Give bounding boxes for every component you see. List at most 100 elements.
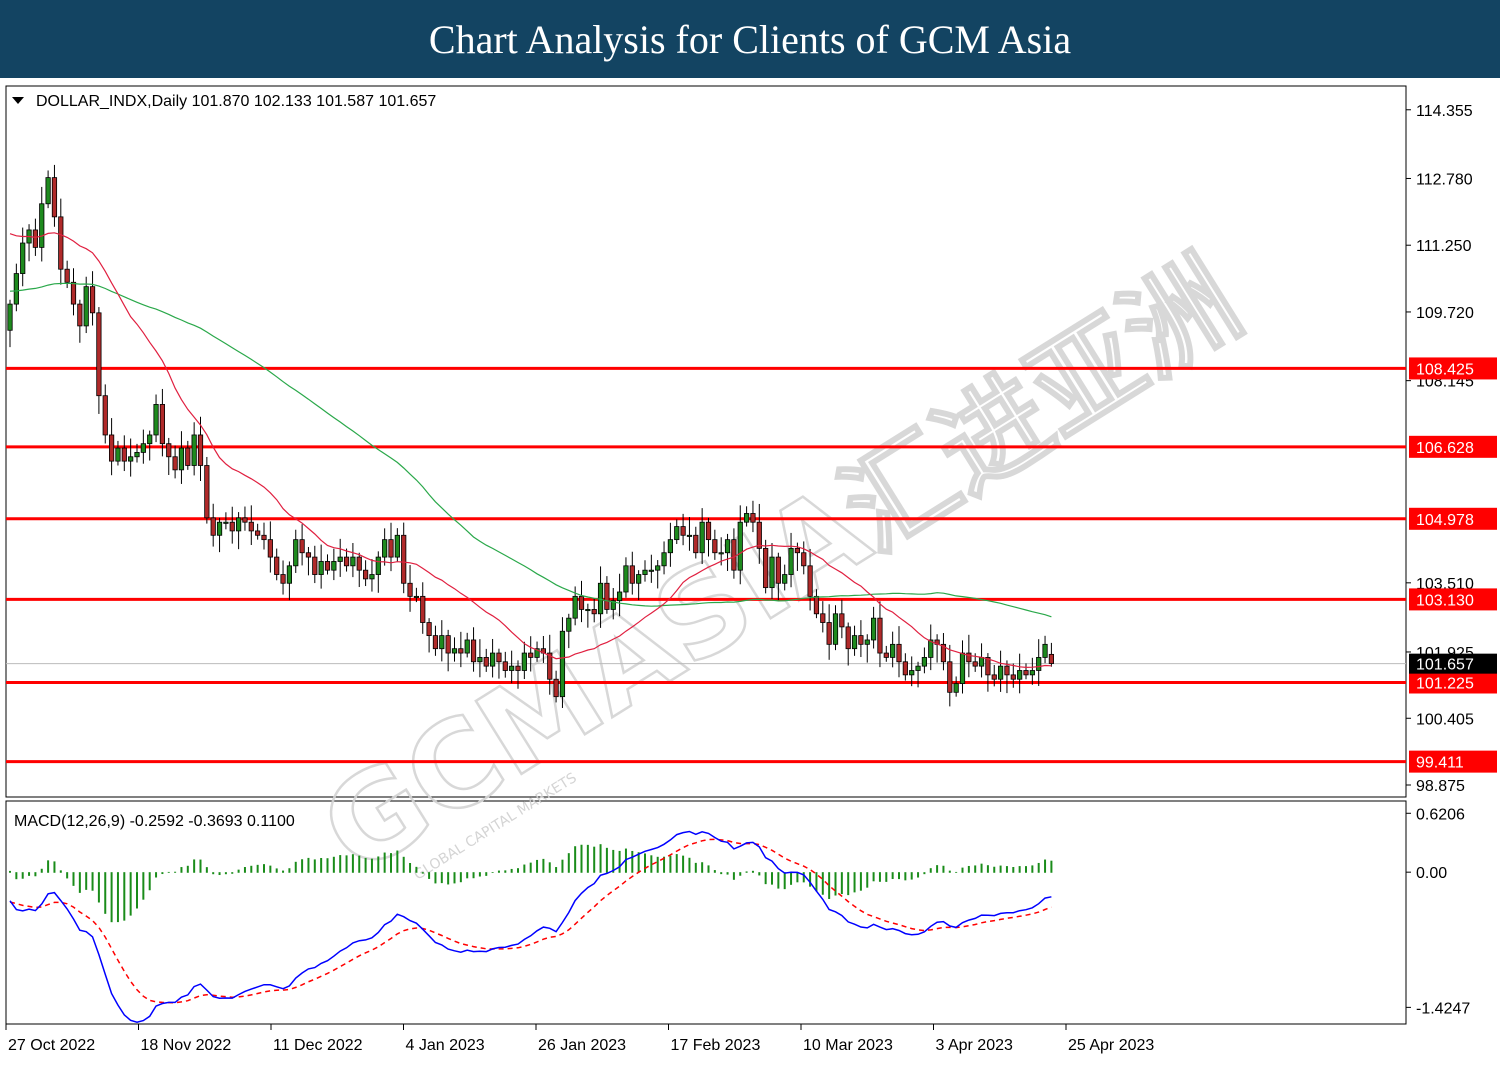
candle-body (883, 652, 889, 658)
candle-body (280, 574, 286, 584)
main-panel-frame (5, 85, 1407, 798)
candle-body (686, 534, 693, 537)
candle-body (534, 648, 540, 658)
candle-body (953, 683, 959, 693)
candle-body (420, 595, 426, 623)
candle-body (51, 177, 58, 218)
candle-body (267, 539, 273, 558)
candle-body (566, 617, 572, 632)
candle-body (210, 517, 216, 536)
candle-body (185, 447, 191, 466)
candle-body (128, 456, 134, 462)
candle-body (299, 539, 305, 554)
candle-body (1010, 674, 1016, 680)
candle-body (763, 547, 769, 589)
candle-body (20, 242, 26, 274)
candle-body (483, 657, 489, 667)
candle-body (388, 539, 394, 558)
macd-main-line (9, 830, 1052, 1023)
candle-body (509, 665, 515, 671)
candle-body (1029, 670, 1035, 676)
axis-layer: 114.355112.780111.250109.720108.145103.5… (5, 103, 1497, 1054)
candle-body (159, 404, 165, 445)
watermark-cjk: 汇进亚洲 (820, 234, 1261, 576)
x-tick-label: 4 Jan 2023 (406, 1037, 485, 1054)
candle-body (350, 556, 356, 567)
banner-title: Chart Analysis for Clients of GCM Asia (428, 16, 1072, 62)
candle-body (998, 665, 1004, 680)
candle-body (680, 526, 686, 536)
macd-layer (9, 830, 1053, 1023)
candle-body (1017, 670, 1023, 680)
candle-body (966, 652, 972, 663)
candle-body (439, 635, 445, 650)
candle-body (470, 639, 477, 663)
candle-body (362, 569, 369, 580)
y-tick-label: 109.720 (1416, 305, 1474, 322)
candle-body (845, 626, 851, 650)
candle-body (458, 648, 464, 654)
x-tick-label: 25 Apr 2023 (1068, 1037, 1154, 1054)
candle-body (648, 569, 654, 572)
candle-body (147, 434, 153, 445)
candle-body (528, 652, 534, 658)
current-price-label: 101.657 (1416, 657, 1474, 674)
level-tag-label: 101.225 (1416, 675, 1474, 692)
candle-body (623, 565, 629, 593)
candle-body (959, 652, 966, 684)
candle-body (655, 565, 661, 571)
candle-body (191, 434, 197, 466)
candle-body (1048, 653, 1054, 664)
macd-panel-frame (5, 800, 1407, 1025)
candle-body (451, 648, 458, 654)
candle-body (972, 661, 978, 667)
candle-body (394, 534, 400, 558)
candle-body (242, 517, 248, 523)
candle-body (1023, 670, 1029, 676)
candle-body (775, 556, 781, 584)
candle-body (197, 434, 204, 466)
candle-body (7, 303, 13, 331)
candle-body (940, 643, 947, 663)
main-layer (6, 164, 1406, 764)
candle-body (318, 561, 324, 575)
candle-body (312, 556, 318, 575)
candle-body (642, 569, 648, 575)
level-tag (1409, 750, 1497, 773)
candle-body (820, 613, 826, 623)
candle-body (331, 561, 337, 571)
candle-body (356, 556, 362, 571)
candle-body (515, 665, 521, 671)
candle-body (832, 613, 839, 645)
level-tag-label: 99.411 (1416, 755, 1464, 772)
candle-body (413, 595, 420, 598)
candle-body (64, 268, 70, 283)
candle-body (921, 657, 928, 667)
candle-body (102, 395, 108, 436)
x-tick-label: 17 Feb 2023 (671, 1037, 761, 1054)
candle-body (153, 404, 159, 436)
candle-body (521, 652, 527, 671)
symbol-info: DOLLAR_INDX,Daily 101.870 102.133 101.58… (36, 93, 436, 110)
candle-body (324, 561, 331, 571)
candle-body (610, 600, 616, 610)
candle-body (58, 216, 64, 270)
candle-body (947, 661, 953, 693)
candle-body (223, 521, 229, 524)
candle-body (1004, 665, 1010, 676)
candle-body (248, 521, 254, 532)
candle-body (985, 657, 991, 676)
candle-body (864, 639, 870, 645)
candle-body (235, 517, 242, 532)
candle-body (826, 622, 832, 645)
watermark: GCMASIA 汇进亚洲 GLOBAL CAPITAL MARKETS (297, 233, 1262, 902)
candle-body (877, 617, 883, 654)
banner: Chart Analysis for Clients of GCM Asia (0, 0, 1500, 78)
x-tick-label: 18 Nov 2022 (141, 1037, 232, 1054)
candle-body (737, 521, 743, 571)
y-tick-label: 112.780 (1416, 171, 1473, 188)
dropdown-triangle-icon (12, 97, 24, 104)
candle-body (375, 556, 381, 575)
candle-body (788, 547, 794, 575)
level-tag (1409, 671, 1497, 694)
